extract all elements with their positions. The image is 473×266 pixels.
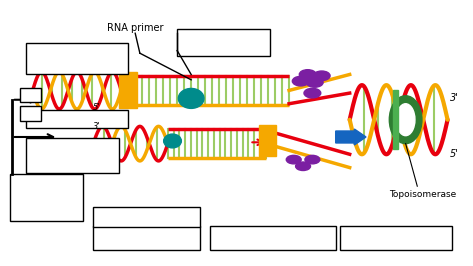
Circle shape [313,71,330,81]
Bar [10,174,82,221]
FancyBboxPatch shape [210,226,336,250]
Text: 3': 3' [93,122,101,131]
Text: 5': 5' [450,149,459,159]
FancyBboxPatch shape [26,138,119,173]
Bar [259,125,277,156]
Circle shape [292,76,309,86]
FancyBboxPatch shape [341,226,452,250]
FancyBboxPatch shape [26,110,128,128]
Text: RNA primer: RNA primer [107,23,164,33]
FancyArrow shape [336,129,366,145]
Circle shape [296,162,310,171]
Circle shape [299,70,316,79]
FancyBboxPatch shape [93,226,201,250]
Text: 3': 3' [450,93,459,103]
Bar [20,88,41,102]
Ellipse shape [389,96,422,144]
Circle shape [305,155,320,164]
Bar [20,106,41,121]
Bar [119,72,137,108]
FancyBboxPatch shape [93,207,201,227]
Ellipse shape [178,88,204,109]
Ellipse shape [164,134,181,148]
Circle shape [307,78,323,87]
FancyBboxPatch shape [177,29,271,56]
FancyBboxPatch shape [26,43,128,74]
Ellipse shape [396,104,415,136]
Bar [393,90,398,149]
Circle shape [286,155,301,164]
Text: 5': 5' [93,103,101,112]
Text: Topoisomerase: Topoisomerase [389,190,456,199]
Circle shape [304,88,321,98]
